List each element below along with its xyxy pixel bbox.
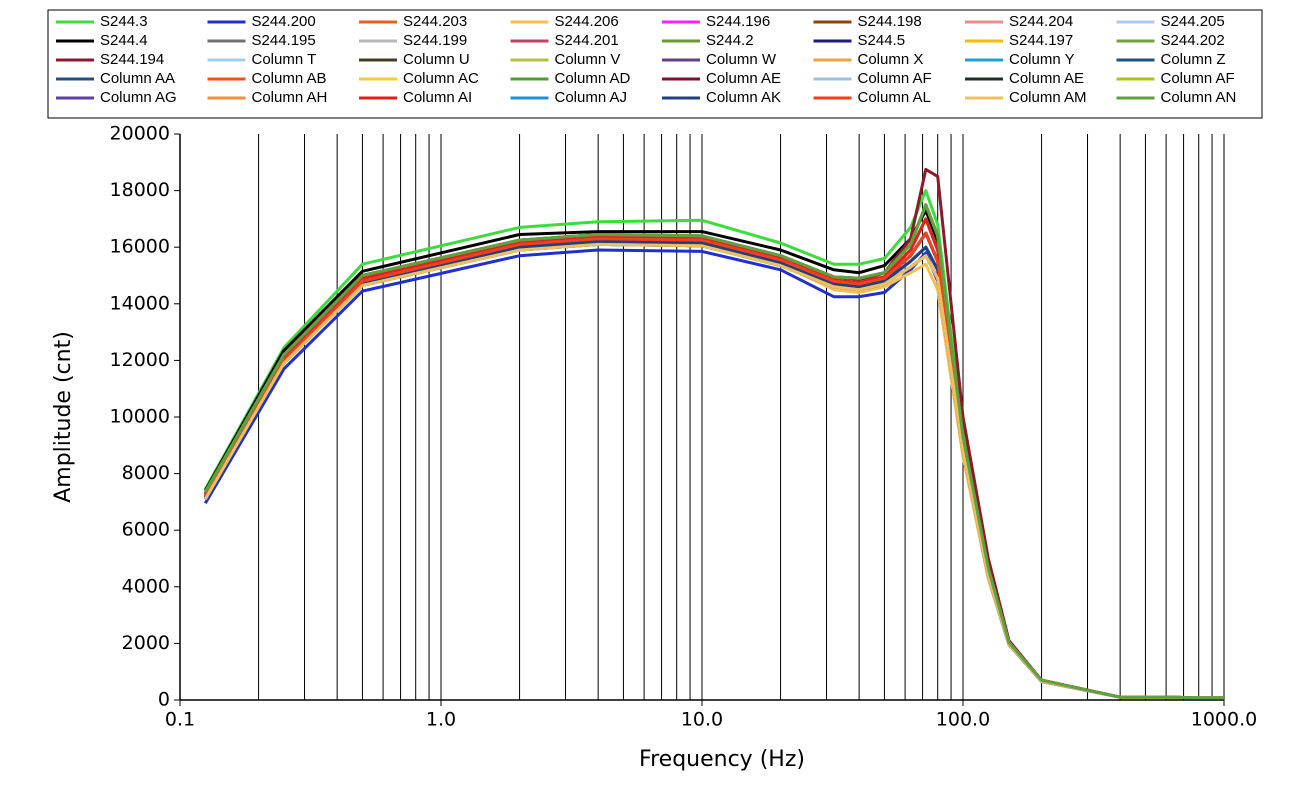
- legend-label: Column AE: [1009, 70, 1084, 87]
- series-line: [204, 242, 1225, 700]
- series-line: [204, 240, 1225, 700]
- legend-label: Column AM: [1009, 89, 1087, 106]
- legend-label: Column U: [403, 51, 470, 68]
- y-tick-label: 16000: [110, 236, 170, 258]
- x-tick-label: 100.0: [936, 709, 990, 731]
- legend-label: Column AF: [858, 70, 932, 87]
- y-tick-label: 4000: [122, 575, 170, 597]
- series-line: [204, 231, 1225, 700]
- legend-label: S244.205: [1161, 13, 1225, 30]
- legend-label: S244.3: [100, 13, 148, 30]
- series-line: [203, 189, 1225, 700]
- legend-label: S244.204: [1009, 13, 1073, 30]
- series-line: [203, 203, 1225, 700]
- y-tick-label: 8000: [122, 462, 170, 484]
- y-tick-label: 0: [158, 689, 170, 711]
- legend-label: Column AL: [858, 89, 931, 106]
- legend-label: S244.4: [100, 32, 148, 49]
- legend-label: S244.201: [555, 32, 619, 49]
- x-tick-label: 0.1: [165, 709, 195, 731]
- y-tick-label: 6000: [122, 519, 170, 541]
- legend-label: Column X: [858, 51, 924, 68]
- series-line: [204, 242, 1225, 700]
- series-line: [204, 231, 1225, 700]
- legend-label: Column AF: [1161, 70, 1235, 87]
- legend-label: S244.199: [403, 32, 467, 49]
- legend-label: S244.198: [858, 13, 922, 30]
- legend-label: Column AH: [252, 89, 328, 106]
- legend-label: Column AI: [403, 89, 472, 106]
- legend-label: Column V: [555, 51, 621, 68]
- x-tick-label: 1000.0: [1191, 709, 1257, 731]
- y-tick-label: 12000: [110, 349, 170, 371]
- series-line: [204, 240, 1225, 700]
- legend-label: S244.2: [706, 32, 754, 49]
- series-line: [204, 242, 1225, 700]
- series-line: [204, 231, 1225, 700]
- y-tick-label: 18000: [110, 179, 170, 201]
- series-line: [204, 240, 1225, 700]
- legend-label: Column Y: [1009, 51, 1075, 68]
- series-line: [204, 231, 1225, 700]
- legend-label: S244.202: [1161, 32, 1225, 49]
- y-tick-label: 20000: [110, 123, 170, 145]
- series-line: [204, 240, 1225, 700]
- y-tick-label: 14000: [110, 292, 170, 314]
- series-line: [204, 231, 1225, 700]
- x-tick-label: 10.0: [681, 709, 723, 731]
- legend-label: Column AD: [555, 70, 631, 87]
- legend-label: S244.5: [858, 32, 906, 49]
- legend-label: Column AN: [1161, 89, 1237, 106]
- series-line: [204, 242, 1225, 700]
- legend-label: Column Z: [1161, 51, 1226, 68]
- legend-label: Column AE: [706, 70, 781, 87]
- legend-label: S244.195: [252, 32, 316, 49]
- legend-label: Column AG: [100, 89, 177, 106]
- x-tick-label: 1.0: [426, 709, 456, 731]
- y-tick-label: 2000: [122, 632, 170, 654]
- legend-label: S244.206: [555, 13, 619, 30]
- legend-label: S244.200: [252, 13, 316, 30]
- series-line: [204, 240, 1225, 700]
- series-line: [204, 231, 1225, 700]
- legend-label: Column AA: [100, 70, 175, 87]
- series-line: [204, 240, 1225, 700]
- series-line: [204, 240, 1225, 700]
- legend-label: S244.197: [1009, 32, 1073, 49]
- series-line: [204, 242, 1225, 700]
- x-axis-title: Frequency (Hz): [639, 747, 805, 772]
- legend-label: S244.203: [403, 13, 467, 30]
- series-line: [204, 240, 1225, 700]
- series-line: [204, 240, 1225, 700]
- legend-box: [47, 9, 1263, 119]
- series-line: [204, 248, 1225, 700]
- legend-label: S244.196: [706, 13, 770, 30]
- legend-label: S244.194: [100, 51, 164, 68]
- legend-label: Column T: [252, 51, 317, 68]
- y-tick-label: 10000: [110, 406, 170, 428]
- series-line: [204, 242, 1225, 700]
- series-line: [204, 242, 1225, 700]
- y-axis-title: Amplitude (cnt): [51, 331, 76, 503]
- legend-label: Column AC: [403, 70, 479, 87]
- series-line: [204, 242, 1225, 700]
- series-line: [204, 241, 1225, 700]
- legend-label: Column AK: [706, 89, 781, 106]
- legend-label: Column AB: [252, 70, 327, 87]
- legend-label: Column AJ: [555, 89, 628, 106]
- legend-label: Column W: [706, 51, 777, 68]
- series-line: [204, 231, 1225, 700]
